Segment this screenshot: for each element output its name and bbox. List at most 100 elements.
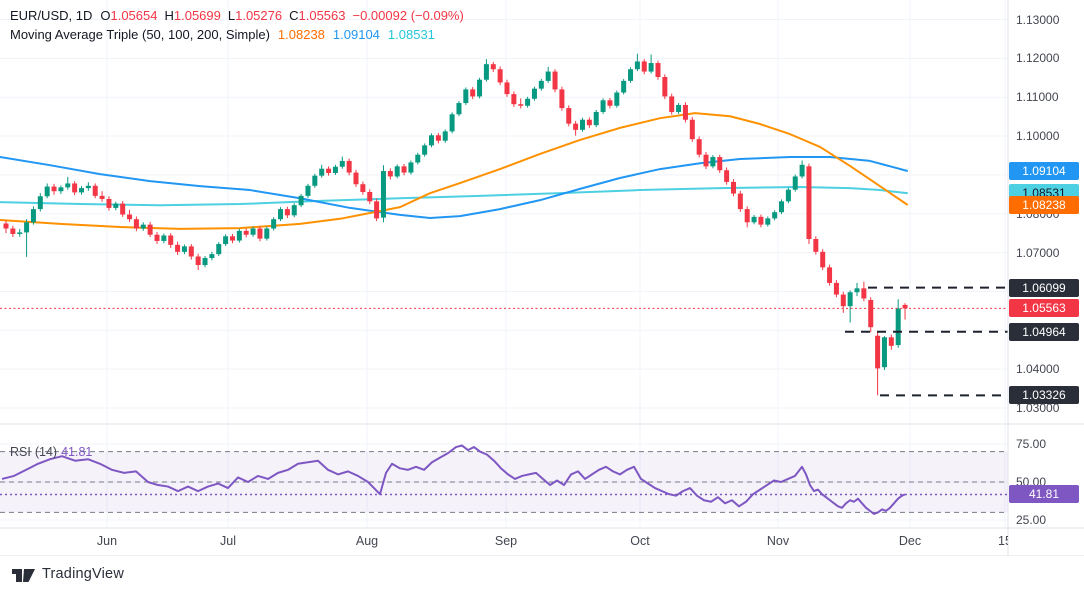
price-tick-label: 1.03000 [1016,401,1060,415]
candle-body [573,123,579,130]
candle-body [641,61,647,72]
candle-body [30,209,36,223]
candle-body [243,230,249,235]
candle-body [10,228,16,234]
candle-body [703,154,709,167]
candlestick-chart-canvas[interactable] [0,0,1084,556]
ohlc-token-o: O1.05654 [100,8,158,23]
price-badge: 1.03326 [1009,386,1079,405]
ma-value: 1.09104 [332,27,380,42]
candle-body [868,299,874,328]
time-tick-label: Jul [220,534,236,548]
candle-body [346,160,352,173]
candle-body [161,235,167,241]
candle-body [380,171,386,218]
rsi-tick-label: 75.00 [1016,437,1047,451]
candle-body [531,88,537,99]
tradingview-brand[interactable]: TradingView [42,566,124,582]
time-tick-label: Dec [898,534,922,548]
candle-body [319,168,325,176]
legend: EUR/USD, 1D O1.05654 H1.05699 L1.05276 C1.05… [10,6,464,44]
candle-body [257,228,263,239]
candle-body [545,71,551,81]
time-axis[interactable]: Jun Jul Aug Sep Oct Nov Dec 15 [0,528,1008,556]
candle-body [888,337,894,346]
time-tick-label: 15 [998,534,1008,548]
candle-body [518,104,524,106]
price-badge: 1.04964 [1009,322,1079,341]
candle-body [833,282,839,295]
candle-body [264,228,270,239]
candle-body [278,209,284,220]
price-tick-label: 1.12000 [1016,51,1060,66]
candle-body [552,71,558,90]
price-badge: 1.06099 [1009,278,1079,297]
price-tick-label: 1.11000 [1016,90,1059,105]
candle-body [312,175,318,186]
candle-body [229,236,235,241]
candle-body [875,335,881,369]
candle-body [449,114,455,132]
candle-body [737,193,743,210]
tradingview-logo-icon[interactable] [12,567,36,585]
ma-value: 1.08238 [277,27,325,42]
candle-body [730,181,736,194]
candle-body [744,209,750,223]
rsi-tick-label: 25.00 [1016,513,1047,527]
candle-body [78,188,84,193]
candle-body [696,139,702,155]
candle-body [326,168,332,173]
candle-body [902,304,908,309]
price-axis[interactable]: 1.13000 1.12000 1.11000 1.10000 1.08000 1.070… [1008,0,1084,556]
candle-body [717,157,723,171]
candle-body [751,216,757,223]
symbol-legend-row[interactable]: EUR/USD, 1D O1.05654 H1.05699 L1.05276 C1.05… [10,6,464,25]
candle-body [511,94,517,105]
candle-body [422,145,428,155]
candle-body [353,172,359,185]
candle-body [881,337,887,368]
candle-body [284,209,290,216]
ma-values: 1.08238 1.09104 1.08531 [278,27,443,42]
candle-body [113,203,119,208]
candle-body [477,79,483,97]
candle-body [202,258,208,266]
candle-body [525,98,531,106]
candle-body [840,294,846,307]
price-tick-label: 1.07000 [1016,245,1060,260]
candle-body [621,80,627,93]
ma-legend-row[interactable]: Moving Average Triple (50, 100, 200, Sim… [10,25,464,44]
candle-body [305,185,311,196]
candle-body [250,228,256,235]
ohlc-token-h: H1.05699 [164,8,221,23]
candle-body [724,170,730,182]
candle-body [92,185,98,196]
rsi-line [1,444,906,515]
candle-body [216,244,222,255]
candle-body [442,131,448,141]
rsi-params: (14) [34,445,58,459]
candle-body [662,77,668,97]
candle-body [614,92,620,106]
candle-body [586,119,592,126]
candle-body [799,164,805,177]
candle-body [44,186,50,197]
candle-body [37,196,43,210]
candle-body [367,191,373,202]
candle-body [99,195,105,199]
candle-body [339,160,345,167]
ma-value: 1.08531 [387,27,435,42]
candle-body [566,108,572,124]
candle-body [291,205,297,216]
candle-body [58,187,64,192]
ma-line [0,156,908,220]
candle-body [607,100,613,106]
candle-body [676,104,682,112]
rsi-legend-row[interactable]: RSI (14) 41.81 [10,445,92,459]
footer: TradingView [0,556,1084,594]
rsi-value: 41.81 [61,445,93,459]
candle-body [634,61,640,70]
candle-body [72,183,78,193]
ma-line [0,185,908,207]
